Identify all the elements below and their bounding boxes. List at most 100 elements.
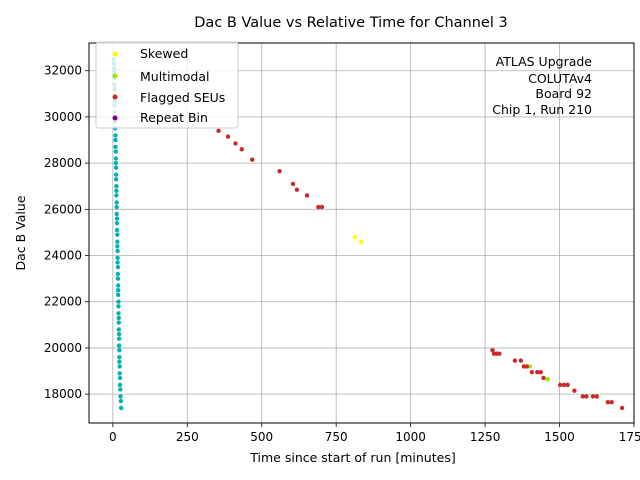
data-point-normal	[114, 211, 119, 217]
legend-entry-repeat-bin: Repeat Bin	[112, 110, 208, 125]
data-point-normal	[113, 144, 118, 150]
chart-title: Dac B Value vs Relative Time for Channel…	[194, 15, 507, 31]
data-point-flagged-seus	[605, 400, 610, 405]
legend-label-repeat-bin: Repeat Bin	[140, 110, 208, 125]
data-point-normal	[115, 244, 120, 249]
series-flagged-seus	[216, 128, 625, 411]
y-tick-label: 24000	[44, 249, 82, 263]
legend-entry-skewed: Skewed	[112, 46, 188, 61]
data-point-normal	[115, 239, 120, 244]
data-point-flagged-seus	[609, 400, 614, 405]
data-point-normal	[115, 276, 121, 281]
data-point-normal	[113, 156, 119, 161]
data-point-flagged-seus	[304, 193, 310, 198]
annotation-line-1: ATLAS Upgrade	[496, 54, 593, 69]
x-tick-label: 250	[176, 430, 199, 444]
data-point-normal	[116, 336, 122, 341]
data-point-normal	[116, 304, 121, 309]
data-point-normal	[116, 327, 121, 332]
legend: Skewed Multimodal Flagged SEUs Repeat Bi…	[95, 41, 239, 129]
legend-label-multimodal: Multimodal	[140, 69, 209, 84]
x-tick-label: 1000	[395, 430, 426, 444]
data-point-flagged-seus	[512, 358, 518, 363]
data-point-normal	[117, 354, 122, 360]
data-point-flagged-seus	[535, 369, 540, 375]
data-point-skewed	[352, 234, 357, 240]
data-point-normal	[116, 331, 122, 337]
data-point-flagged-seus	[538, 369, 543, 375]
data-point-normal	[114, 220, 120, 226]
data-point-normal	[117, 364, 122, 369]
data-point-normal	[117, 375, 123, 381]
legend-label-skewed: Skewed	[140, 46, 188, 61]
data-point-normal	[118, 394, 123, 399]
annotation-line-4: Chip 1, Run 210	[492, 102, 592, 117]
y-tick-label: 20000	[44, 341, 82, 355]
legend-entry-flagged-seus: Flagged SEUs	[112, 90, 225, 105]
data-point-normal	[115, 283, 121, 288]
data-point-normal	[114, 193, 119, 198]
data-point-normal	[115, 292, 121, 297]
data-point-normal	[113, 172, 119, 177]
data-point-normal	[115, 271, 121, 277]
data-point-normal	[114, 227, 120, 233]
data-point-flagged-seus	[518, 358, 524, 363]
data-point-normal	[115, 264, 121, 270]
data-point-normal	[116, 299, 121, 304]
data-point-multimodal	[545, 376, 550, 382]
data-point-normal	[114, 188, 119, 194]
y-axis-label: Dac B Value	[13, 195, 28, 270]
legend-box	[95, 41, 239, 129]
data-point-flagged-seus	[319, 204, 325, 210]
data-point-flagged-seus	[590, 394, 596, 399]
data-point-flagged-seus	[497, 351, 502, 356]
x-tick-label: 1500	[544, 430, 575, 444]
y-axis-ticks: 18000 20000 22000 24000 26000 28000 30000 32000	[44, 64, 89, 401]
data-point-normal	[115, 260, 120, 265]
legend-marker-repeat-bin	[112, 115, 118, 121]
data-point-flagged-seus	[572, 388, 577, 393]
legend-label-flagged-seus: Flagged SEUs	[140, 90, 225, 105]
data-point-normal	[117, 359, 122, 364]
data-point-flagged-seus	[594, 394, 599, 399]
data-point-flagged-seus	[541, 375, 546, 381]
y-tick-label: 22000	[44, 295, 82, 309]
y-tick-label: 18000	[44, 387, 82, 401]
data-point-normal	[114, 204, 119, 210]
data-point-normal	[115, 255, 120, 261]
data-point-flagged-seus	[250, 157, 255, 162]
y-tick-label: 30000	[44, 110, 82, 124]
data-point-normal	[116, 315, 121, 321]
data-point-normal	[115, 248, 120, 254]
data-point-flagged-seus	[294, 187, 300, 192]
x-tick-label: 1250	[470, 430, 501, 444]
data-point-flagged-seus	[239, 147, 244, 152]
data-point-flagged-seus	[619, 405, 625, 411]
legend-marker-multimodal	[112, 73, 118, 79]
data-point-normal	[116, 343, 122, 348]
data-point-normal	[115, 232, 120, 237]
data-point-flagged-seus	[561, 382, 567, 388]
y-tick-label: 26000	[44, 202, 82, 216]
data-point-flagged-seus	[524, 364, 529, 369]
data-point-normal	[117, 348, 122, 353]
data-point-flagged-seus	[490, 348, 495, 353]
data-point-normal	[113, 165, 119, 170]
data-point-flagged-seus	[290, 181, 296, 187]
y-tick-label: 28000	[44, 156, 82, 170]
y-tick-label: 32000	[44, 64, 82, 78]
data-point-normal	[115, 287, 121, 293]
plot-frame	[88, 42, 635, 424]
data-point-normal	[117, 371, 122, 376]
legend-entry-multimodal: Multimodal	[112, 69, 209, 84]
annotation-line-2: COLUTAv4	[528, 71, 592, 86]
run-annotation: ATLAS Upgrade COLUTAv4 Board 92 Chip 1, …	[492, 54, 592, 117]
data-point-normal	[118, 387, 123, 392]
data-point-normal	[113, 177, 119, 182]
data-point-flagged-seus	[580, 394, 585, 399]
data-point-normal	[118, 405, 124, 411]
data-point-skewed	[358, 239, 364, 244]
data-point-flagged-seus	[557, 382, 563, 388]
data-point-normal	[118, 398, 124, 404]
